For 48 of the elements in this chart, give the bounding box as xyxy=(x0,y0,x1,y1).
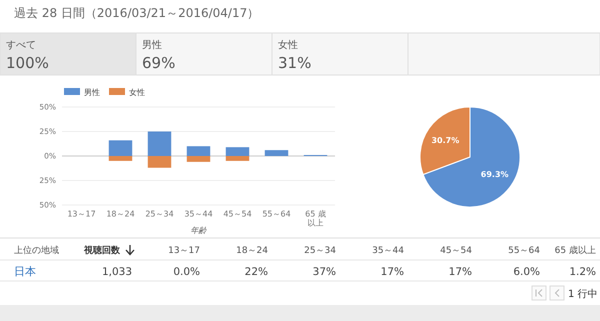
text: 17% xyxy=(380,266,404,278)
text: 37% xyxy=(312,266,336,278)
x-tick-label: 35～44 xyxy=(184,210,213,219)
text: 0.0% xyxy=(173,266,200,278)
data-label: 30.7% xyxy=(431,136,460,145)
text: 31% xyxy=(278,54,312,72)
bar xyxy=(186,146,210,156)
category-label: すべて xyxy=(6,40,36,51)
x-tick-label: 25～34 xyxy=(145,210,174,219)
bar xyxy=(148,132,172,156)
text: 1.2% xyxy=(569,266,596,278)
x-tick-label: 45～54 xyxy=(223,210,252,219)
category-label: 35～44 xyxy=(372,246,404,256)
data-label: 69.3% xyxy=(480,170,509,180)
text: 17% xyxy=(448,266,472,278)
bar xyxy=(186,156,210,162)
text: 視聴回数 xyxy=(83,245,121,256)
text: 69% xyxy=(142,54,176,72)
x-tick-label: 13～17 xyxy=(67,210,96,219)
legend-label: 男性 xyxy=(84,88,100,97)
category-label: 女性 xyxy=(278,39,298,51)
text: 日本 xyxy=(14,265,36,278)
text: 6.0% xyxy=(513,266,540,278)
text: 上位の地域 xyxy=(14,245,59,256)
x-tick-label: 55～64 xyxy=(262,210,291,219)
category-label: 18～24 xyxy=(236,246,268,256)
category-label: 13～17 xyxy=(168,246,200,256)
text: 1 行中 xyxy=(568,288,598,300)
bar xyxy=(226,156,250,161)
bar xyxy=(108,140,132,156)
text: 100% xyxy=(6,54,49,72)
x-tick-label: 18～24 xyxy=(106,210,135,219)
text: 過去 28 日間（2016/03/21～2016/04/17） xyxy=(14,6,260,20)
pie-slice xyxy=(422,106,520,208)
legend-label: 女性 xyxy=(129,88,145,97)
category-label: 男性 xyxy=(142,39,162,51)
x-axis-title: 年齢 xyxy=(190,226,208,235)
bar xyxy=(108,156,132,161)
text: 22% xyxy=(244,266,268,278)
bar xyxy=(226,147,250,156)
text: 1,033 xyxy=(102,266,132,278)
bar xyxy=(264,150,288,156)
category-label: 65 歳以上 xyxy=(554,245,596,256)
category-label: 55～64 xyxy=(508,246,540,256)
bar xyxy=(148,156,172,168)
category-label: 25～34 xyxy=(304,246,336,256)
category-label: 45～54 xyxy=(440,246,472,256)
x-tick-label: 65 歳以上 xyxy=(305,210,326,228)
